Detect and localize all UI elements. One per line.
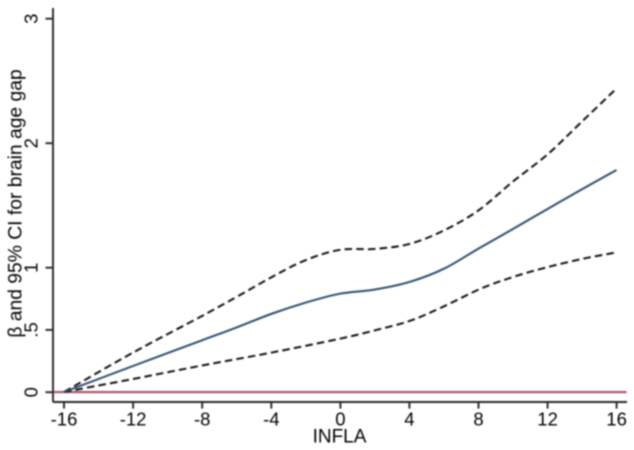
svg-text:0: 0 <box>21 387 42 397</box>
svg-text:.5: .5 <box>21 322 42 337</box>
svg-text:-12: -12 <box>120 409 147 430</box>
svg-text:-16: -16 <box>51 409 78 430</box>
svg-text:2: 2 <box>21 138 42 148</box>
svg-text:8: 8 <box>473 409 483 430</box>
svg-text:12: 12 <box>537 409 558 430</box>
svg-text:INFLA: INFLA <box>313 427 367 448</box>
svg-text:1: 1 <box>21 263 42 273</box>
svg-text:0: 0 <box>335 409 345 430</box>
svg-text:4: 4 <box>404 409 414 430</box>
svg-text:β and 95% CI for brain age gap: β and 95% CI for brain age gap <box>6 69 27 337</box>
svg-text:3: 3 <box>21 14 42 24</box>
svg-text:-4: -4 <box>263 409 279 430</box>
svg-text:-8: -8 <box>194 409 210 430</box>
svg-text:16: 16 <box>606 409 627 430</box>
